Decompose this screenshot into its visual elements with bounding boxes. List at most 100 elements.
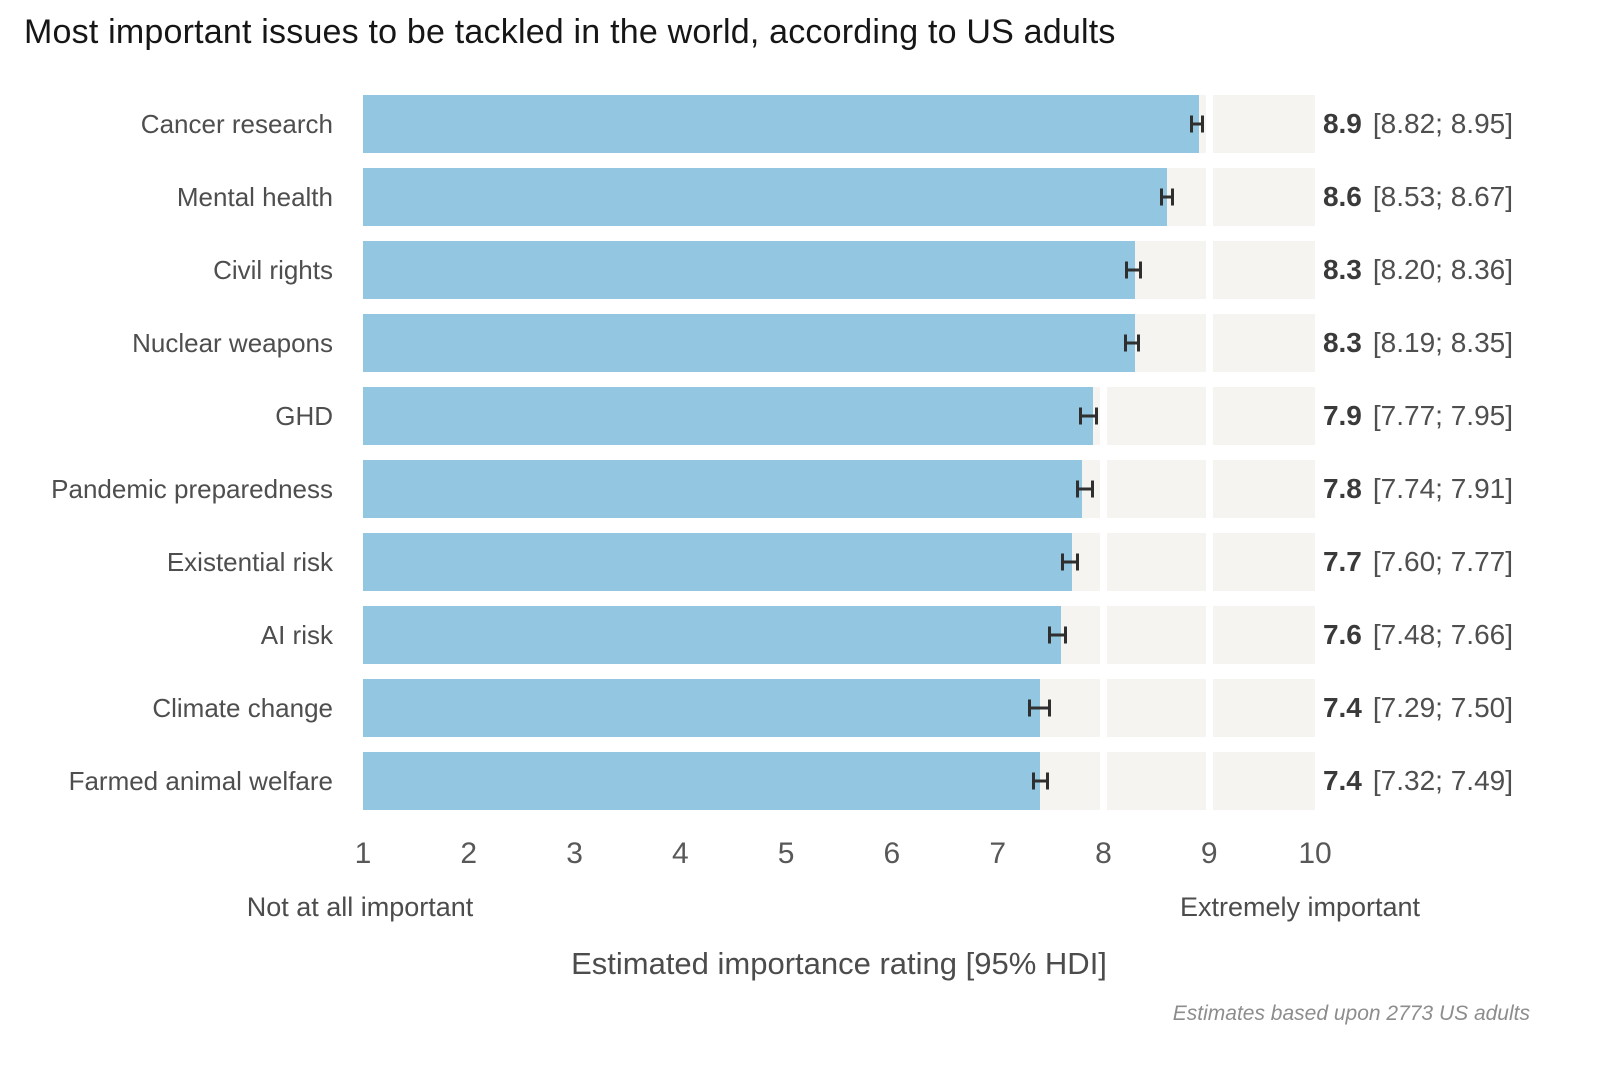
- value-label: 7.4 [7.32; 7.49]: [1315, 752, 1600, 810]
- error-bar: [1075, 480, 1094, 498]
- bar-track: [363, 606, 1315, 664]
- category-label: AI risk: [260, 619, 333, 650]
- gridline: [1099, 460, 1107, 518]
- category-label: Existential risk: [166, 546, 333, 577]
- category-label: GHD: [275, 400, 333, 431]
- bar: [363, 241, 1136, 299]
- footnote: Estimates based upon 2773 US adults: [1172, 1002, 1530, 1025]
- gridline: [1205, 606, 1213, 664]
- value-interval: [7.60; 7.77]: [1372, 546, 1513, 577]
- bar: [363, 460, 1083, 518]
- axis-max-label: Extremely important: [1179, 892, 1421, 922]
- value-number: 8.6: [1322, 181, 1362, 212]
- gridline: [1205, 95, 1213, 153]
- value-interval: [8.53; 8.67]: [1372, 181, 1513, 212]
- value-label: 7.6 [7.48; 7.66]: [1315, 606, 1600, 664]
- chart-row: Climate change 7.4 [7.29; 7.50]: [0, 679, 1600, 737]
- value-number: 7.4: [1322, 692, 1362, 723]
- bar: [363, 752, 1040, 810]
- gridline: [1205, 168, 1213, 226]
- x-tick-label: 1: [354, 837, 372, 870]
- bar-track: [363, 460, 1315, 518]
- bar: [363, 606, 1062, 664]
- x-axis-title: Estimated importance rating [95% HDI]: [571, 946, 1107, 981]
- x-tick-label: 8: [1095, 837, 1112, 870]
- x-tick-label: 2: [460, 837, 478, 870]
- chart-row: Mental health 8.6 [8.53; 8.67]: [0, 168, 1600, 226]
- bar-track: [363, 95, 1315, 153]
- value-label: 8.9 [8.82; 8.95]: [1315, 95, 1600, 153]
- x-tick-label: 3: [566, 837, 583, 870]
- error-bar: [1123, 334, 1141, 352]
- bar: [363, 387, 1093, 445]
- error-bar: [1190, 115, 1204, 133]
- category-label: Mental health: [176, 181, 333, 212]
- value-number: 8.9: [1322, 108, 1362, 139]
- value-number: 7.9: [1322, 400, 1362, 431]
- axis-min-label: Not at all important: [246, 892, 474, 922]
- value-interval: [8.19; 8.35]: [1372, 327, 1513, 358]
- value-label: 7.8 [7.74; 7.91]: [1315, 460, 1600, 518]
- gridline: [1205, 460, 1213, 518]
- value-label: 7.4 [7.29; 7.50]: [1315, 679, 1600, 737]
- chart-row: Nuclear weapons 8.3 [8.19; 8.35]: [0, 314, 1600, 372]
- bar: [363, 95, 1199, 153]
- value-label: 8.3 [8.19; 8.35]: [1315, 314, 1600, 372]
- chart-row: Existential risk 7.7 [7.60; 7.77]: [0, 533, 1600, 591]
- error-bar: [1031, 772, 1050, 790]
- value-label: 8.6 [8.53; 8.67]: [1315, 168, 1600, 226]
- gridline: [1099, 387, 1107, 445]
- error-bar: [1028, 699, 1051, 717]
- error-bar: [1079, 407, 1099, 425]
- chart-row: Civil rights 8.3 [8.20; 8.36]: [0, 241, 1600, 299]
- bar-track: [363, 679, 1315, 737]
- x-axis-ticks: 1 2 3 4 5 6 7 8 9 10: [355, 837, 1332, 877]
- error-bar: [1061, 553, 1080, 571]
- bar: [363, 533, 1072, 591]
- gridline: [1205, 679, 1213, 737]
- category-label: Climate change: [152, 692, 333, 723]
- value-interval: [8.82; 8.95]: [1372, 108, 1513, 139]
- category-label: Nuclear weapons: [132, 327, 333, 358]
- value-label: 7.9 [7.77; 7.95]: [1315, 387, 1600, 445]
- bar-track: [363, 752, 1315, 810]
- x-tick-label: 5: [777, 837, 795, 870]
- bar-track: [363, 533, 1315, 591]
- value-number: 7.7: [1322, 546, 1362, 577]
- chart-row: GHD 7.9 [7.77; 7.95]: [0, 387, 1600, 445]
- value-number: 8.3: [1322, 327, 1362, 358]
- gridline: [1205, 387, 1213, 445]
- value-number: 7.8: [1322, 473, 1362, 504]
- chart-row: Pandemic preparedness 7.8 [7.74; 7.91]: [0, 460, 1600, 518]
- chart-row: AI risk 7.6 [7.48; 7.66]: [0, 606, 1600, 664]
- value-interval: [7.48; 7.66]: [1372, 619, 1513, 650]
- gridline: [1099, 679, 1107, 737]
- value-interval: [8.20; 8.36]: [1372, 254, 1513, 285]
- bar: [363, 679, 1040, 737]
- error-bar: [1048, 626, 1068, 644]
- error-bar: [1159, 188, 1175, 206]
- bar-track: [363, 314, 1315, 372]
- value-number: 7.6: [1322, 619, 1362, 650]
- error-bar: [1124, 261, 1142, 279]
- value-label: 8.3 [8.20; 8.36]: [1315, 241, 1600, 299]
- value-number: 8.3: [1322, 254, 1362, 285]
- gridline: [1099, 533, 1107, 591]
- gridline: [1205, 752, 1213, 810]
- gridline: [1099, 606, 1107, 664]
- gridline: [1205, 314, 1213, 372]
- value-number: 7.4: [1322, 765, 1362, 796]
- chart-row: Farmed animal welfare 7.4 [7.32; 7.49]: [0, 752, 1600, 810]
- value-interval: [7.32; 7.49]: [1372, 765, 1513, 796]
- x-tick-label: 6: [883, 837, 901, 870]
- value-interval: [7.74; 7.91]: [1372, 473, 1513, 504]
- bar-track: [363, 168, 1315, 226]
- gridline: [1099, 752, 1107, 810]
- category-label: Civil rights: [213, 254, 333, 285]
- chart-row: Cancer research 8.9 [8.82; 8.95]: [0, 95, 1600, 153]
- x-tick-label: 4: [671, 837, 689, 870]
- x-tick-label: 9: [1200, 837, 1218, 870]
- gridline: [1205, 533, 1213, 591]
- x-tick-label: 7: [989, 837, 1006, 870]
